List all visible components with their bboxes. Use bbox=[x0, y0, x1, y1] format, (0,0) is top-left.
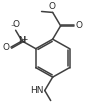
Text: O: O bbox=[3, 43, 10, 52]
Text: O: O bbox=[75, 21, 82, 30]
Text: HN: HN bbox=[30, 86, 44, 95]
Text: O: O bbox=[12, 20, 19, 29]
Text: N: N bbox=[19, 36, 25, 45]
Text: O: O bbox=[49, 2, 56, 11]
Text: ⁻: ⁻ bbox=[10, 23, 15, 33]
Text: +: + bbox=[21, 35, 28, 44]
